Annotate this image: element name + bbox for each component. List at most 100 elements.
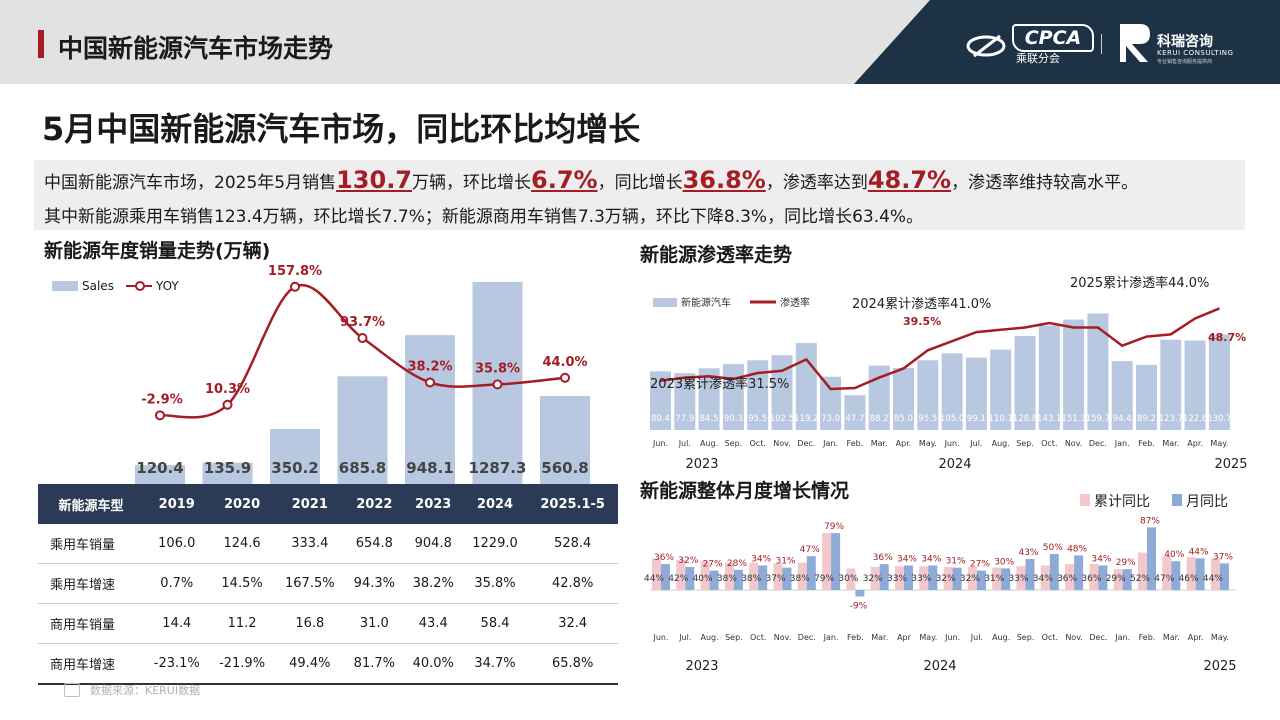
month-tick-label: Jun. — [652, 439, 668, 448]
month-tick-label: Nov. — [1065, 439, 1083, 448]
month-tick-label: Dec. — [1089, 633, 1107, 642]
ev-sales-value-label: 122.6 — [1183, 414, 1207, 424]
cpca-logo: CPCA — [1012, 24, 1094, 52]
legend-yoy-label: YOY — [155, 279, 179, 293]
table-cell: 34.7% — [462, 643, 528, 685]
yoy-point — [425, 377, 435, 388]
month-tick-label: Dec. — [797, 439, 815, 448]
cum-yoy-value-label: 34% — [1033, 574, 1053, 584]
cum-yoy-value-label: 42% — [668, 574, 688, 584]
penetration-line — [660, 307, 1220, 391]
cum-yoy-value-label: 38% — [717, 574, 737, 584]
cum-yoy-bar — [652, 558, 661, 590]
cum-yoy-value-label: 32% — [863, 574, 883, 584]
cum-yoy-bar — [1210, 558, 1220, 590]
cum-yoy-value-label: 32% — [936, 574, 956, 584]
monthly-yoy-bar — [976, 570, 986, 590]
cum-yoy-value-label: 33% — [1008, 574, 1028, 584]
ev-sales-value-label: 88.2 — [870, 414, 889, 424]
table-header-year: 2021 — [274, 484, 345, 524]
highlight-sales: 130.7 — [336, 166, 413, 194]
yoy-value-label: 38.2% — [407, 359, 452, 374]
ev-sales-bar — [1063, 319, 1085, 430]
header-bar: 中国新能源汽车市场走势 CPCA 乘联分会 科瑞咨询 KERUI CONSULT… — [0, 0, 1280, 84]
table-cell: 58.4 — [462, 603, 528, 644]
ev-sales-bar — [820, 376, 842, 430]
month-tick-label: May. — [919, 439, 937, 448]
month-tick-label: Nov. — [774, 633, 792, 642]
ev-sales-bar — [893, 367, 914, 430]
month-tick-label: May. — [1211, 633, 1229, 642]
data-source: 数据来源：KERUI数据 — [64, 682, 200, 698]
year-label: 2023 — [685, 457, 718, 472]
table-cell: 333.4 — [274, 524, 345, 564]
yoy-value-label: 10.3% — [205, 382, 250, 397]
year-label: 2024 — [923, 659, 956, 674]
month-tick-label: Dec. — [798, 633, 816, 642]
ev-sales-bar — [1111, 361, 1133, 430]
cum-yoy-value-label: 37% — [765, 574, 785, 584]
monthly-yoy-bar — [1219, 563, 1229, 590]
cum-yoy-value-label: 31% — [984, 574, 1004, 584]
cum-yoy-bar — [1162, 556, 1172, 590]
table-cell: 14.4 — [144, 603, 210, 644]
cum-yoy-value-label: 33% — [887, 574, 907, 584]
penetration-chart-title: 新能源渗透率走势 — [640, 244, 793, 266]
keru-logo-cn: 科瑞咨询 — [1157, 34, 1213, 50]
ev-sales-value-label: 130.7 — [1207, 414, 1231, 424]
monthly-yoy-bar — [661, 564, 670, 590]
table-cell: 32.4 — [527, 603, 618, 644]
cada-logo-icon — [966, 34, 1006, 58]
year-label: 2025 — [1203, 659, 1236, 674]
growth-chart-title: 新能源整体月度增长情况 — [640, 480, 850, 502]
header-dark-panel — [854, 0, 1280, 84]
month-tick-label: Sep. — [725, 633, 743, 642]
ev-sales-value-label: 77.9 — [675, 414, 694, 424]
table-cell: 14.5% — [209, 563, 275, 604]
month-tick-label: Sep. — [1017, 633, 1035, 642]
monthly-yoy-value-label: -9% — [850, 601, 868, 611]
monthly-yoy-value-label: 27% — [970, 560, 990, 570]
summary-line-1: 中国新能源汽车市场，2025年5月销售130.7万辆，环比增长6.7%，同比增长… — [44, 166, 1138, 194]
ev-sales-value-label: 84.5 — [700, 414, 719, 424]
annual-chart-title: 新能源年度销量走势(万辆) — [44, 240, 271, 262]
ev-sales-bar — [965, 357, 987, 430]
month-tick-label: Apr. — [896, 439, 912, 448]
cum-yoy-value-label: 44% — [1203, 574, 1223, 584]
cum-yoy-value-label: 32% — [960, 574, 980, 584]
table-header-row: 新能源车型 2019 2020 2021 2022 2023 2024 2025.1-5 — [38, 484, 618, 524]
monthly-yoy-bar — [855, 590, 865, 597]
legend-pen-label: 渗透率 — [780, 296, 810, 309]
summary-text: 万辆，环比增长 — [412, 173, 532, 193]
cum-yoy-value-label: 36% — [1081, 574, 1101, 584]
monthly-yoy-value-label: 87% — [1140, 516, 1160, 526]
monthly-yoy-value-label: 36% — [654, 553, 674, 563]
month-tick-label: Apr — [897, 633, 912, 642]
monthly-yoy-bar — [782, 567, 792, 590]
cum-pen-2023: 2023累计渗透率31.5% — [650, 376, 789, 392]
yoy-point — [155, 410, 165, 421]
summary-text: ，同比增长 — [597, 173, 683, 193]
cum-pen-2025: 2025累计渗透率44.0% — [1070, 275, 1209, 291]
sales-bar — [202, 462, 253, 484]
ev-sales-value-label: 73.0 — [821, 414, 840, 424]
ev-sales-bar — [917, 360, 939, 430]
monthly-yoy-bar — [1098, 565, 1108, 590]
cum-yoy-bar — [700, 561, 710, 590]
ev-sales-bar — [941, 353, 963, 430]
table-header-year: 2025.1-5 — [527, 484, 618, 524]
monthly-yoy-value-label: 47% — [800, 545, 820, 555]
table-cell: -23.1% — [144, 643, 210, 685]
monthly-yoy-value-label: 34% — [897, 555, 917, 565]
month-tick-label: Feb. — [847, 633, 864, 642]
month-tick-label: Aug. — [992, 439, 1010, 448]
cum-yoy-bar — [822, 533, 832, 590]
summary-text: ，渗透率维持较高水平。 — [951, 173, 1139, 193]
table-header-year: 2024 — [462, 484, 528, 524]
cum-yoy-bar — [797, 562, 807, 590]
ev-sales-bar — [1087, 313, 1109, 430]
table-header-year: 2019 — [144, 484, 210, 524]
cum-yoy-bar — [1186, 556, 1196, 590]
